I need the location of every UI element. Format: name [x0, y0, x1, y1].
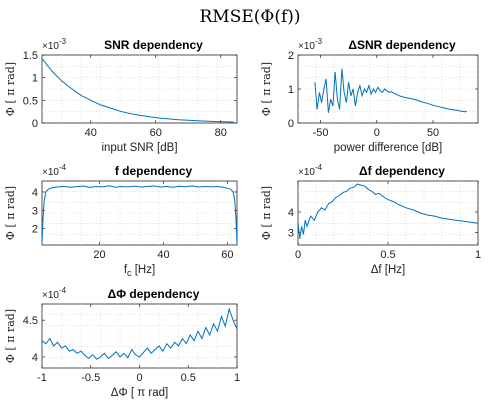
x-tick-label: 40 [157, 249, 169, 261]
grid [42, 304, 237, 368]
series-line [41, 185, 238, 244]
x-tick-label: 40 [85, 127, 97, 139]
x-tick-label: 60 [150, 127, 162, 139]
subplot-2: -50 0 50 0 1 2 ×10-3 ΔSNR dependency power diffe… [260, 37, 479, 154]
y-axis-label: Φ [ π rad] [260, 186, 273, 240]
y-tick-label: 4.5 [23, 315, 38, 327]
y-tick-label: 1 [288, 84, 294, 96]
y-tick-label: 4 [288, 207, 294, 219]
y-exponent-label: ×10-4 [42, 286, 67, 301]
series-line [297, 183, 479, 239]
subplot-title: SNR dependency [104, 38, 203, 52]
x-tick-label: 80 [215, 127, 227, 139]
subplot-title: f dependency [115, 164, 193, 178]
x-axis-label: fc [Hz] [124, 264, 155, 278]
y-tick-label: 2 [288, 50, 294, 62]
x-axis-label: power difference [dB] [334, 142, 442, 154]
x-axis-label: input SNR [dB] [101, 142, 177, 154]
y-axis-label: Φ [ π rad] [4, 186, 17, 240]
y-tick-label: 0 [32, 118, 38, 130]
grid [298, 181, 478, 245]
x-axis-label: Δf [Hz] [371, 264, 406, 276]
grid [42, 55, 237, 123]
x-tick-label: 20 [93, 249, 105, 261]
subplot-3: 20 40 60 2 3 4 ×10-4 f dependency fc [Hz] Φ [ π r… [4, 163, 238, 278]
y-exponent-label: ×10-3 [298, 37, 323, 52]
x-tick-label: 0.5 [181, 372, 196, 384]
y-tick-label: 2 [32, 224, 38, 236]
subplot-title: ΔΦ dependency [108, 287, 200, 301]
x-tick-label: 1 [475, 249, 481, 261]
series-line [314, 68, 467, 113]
series-line [41, 307, 238, 360]
y-tick-label: 3 [288, 228, 294, 240]
x-tick-label: 0.5 [380, 249, 395, 261]
x-tick-label: 0 [136, 372, 142, 384]
y-tick-label: 4 [32, 187, 38, 199]
y-axis-label: Φ [ π rad] [4, 309, 17, 363]
y-tick-label: 0 [288, 118, 294, 130]
y-exponent-label: ×10-4 [42, 163, 67, 178]
subplot-1: 40 60 80 0 0.5 1 1.5 ×10-3 SNR dependency input S… [4, 37, 238, 154]
subplot-4: 0 0.5 1 3 4 ×10-4 Δf dependency Δf [Hz] Φ [ π ra… [260, 163, 481, 276]
x-tick-label: 0 [295, 249, 301, 261]
y-exponent-label: ×10-4 [298, 163, 323, 178]
grid [42, 181, 237, 245]
y-tick-label: 1 [32, 73, 38, 85]
series-line [41, 58, 234, 123]
x-tick-label: 1 [234, 372, 240, 384]
y-axis-label: Φ [ π rad] [4, 62, 17, 116]
x-axis-label: ΔΦ [ π rad] [111, 387, 168, 399]
y-exponent-label: ×10-3 [42, 37, 67, 52]
y-tick-label: 4 [32, 352, 38, 364]
x-tick-label: 50 [427, 127, 439, 139]
y-tick-label: 1.5 [23, 50, 38, 62]
y-axis-label: Φ [ π rad] [260, 62, 273, 116]
y-tick-label: 3 [32, 205, 38, 217]
subplot-title: Δf dependency [359, 164, 445, 178]
x-tick-label: -0.5 [81, 372, 100, 384]
subplot-5: -1 -0.5 0 0.5 1 4 4.5 ×10-4 ΔΦ dependency ΔΦ [ π … [4, 286, 240, 399]
y-tick-label: 0.5 [23, 95, 38, 107]
x-tick-label: -50 [313, 127, 329, 139]
x-tick-label: -1 [37, 372, 47, 384]
x-tick-label: 60 [221, 249, 233, 261]
subplot-title: ΔSNR dependency [348, 38, 456, 52]
x-tick-label: 0 [374, 127, 380, 139]
figure-title: RMSE(Φ(f)) [199, 7, 300, 27]
